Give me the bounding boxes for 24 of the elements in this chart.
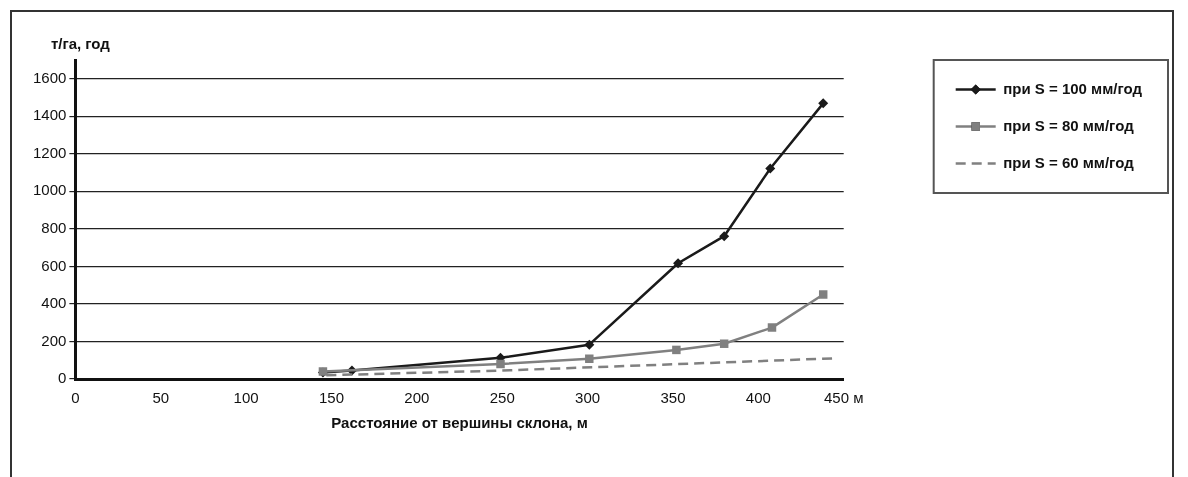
y-tick-label: 400: [41, 294, 67, 312]
x-tick-label: 400: [745, 389, 771, 407]
y-tick-label: 1600: [32, 68, 67, 86]
x-tick-label: 0: [71, 389, 80, 407]
x-tick-label: 150: [318, 389, 344, 407]
y-tick-label: 200: [41, 331, 67, 349]
y-tick-label: 1000: [32, 181, 67, 199]
x-tick-label: 450 м: [823, 389, 864, 407]
y-tick-label: 600: [41, 256, 67, 274]
x-axis-title: Расстояние от вершины склона, м: [331, 414, 588, 432]
x-tick-label: 350: [660, 389, 686, 407]
legend-label: при S = 80 мм/год: [1003, 116, 1135, 134]
x-tick-label: 300: [575, 389, 601, 407]
x-tick-label: 50: [152, 389, 170, 407]
y-tick-label: 1400: [32, 106, 67, 124]
y-tick-label: 800: [41, 219, 67, 237]
x-tick-label: 200: [404, 389, 430, 407]
legend-label: при S = 100 мм/год: [1003, 79, 1143, 97]
x-tick-label: 250: [489, 389, 515, 407]
legend-label: при S = 60 мм/год: [1003, 153, 1135, 171]
y-tick-label: 1200: [32, 143, 67, 161]
y-axis-title: т/га, год: [50, 34, 111, 52]
y-tick-label: 0: [58, 369, 67, 387]
x-tick-label: 100: [233, 389, 259, 407]
